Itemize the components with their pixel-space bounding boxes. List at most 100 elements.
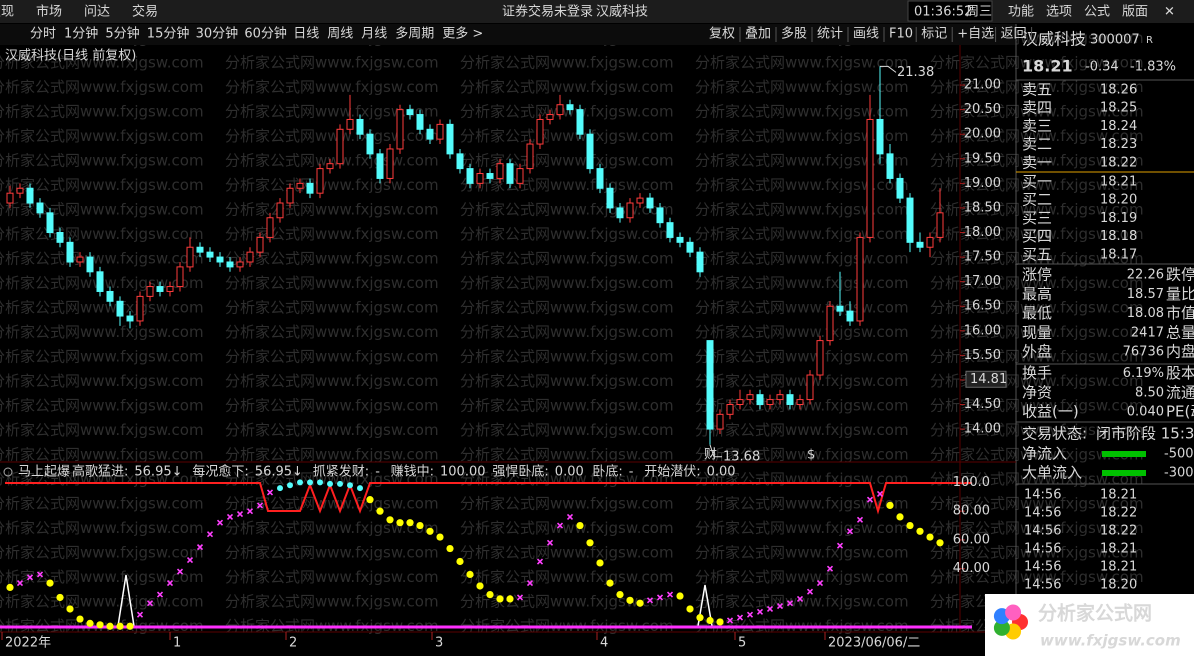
watermark-text: 分析家公式网www.fxjgsw.com xyxy=(460,127,674,145)
watermark-text: 分析家公式网www.fxjgsw.com xyxy=(930,397,1144,415)
candle-body xyxy=(516,168,524,184)
indicator-chart: 马上起爆 高歌猛进: 56.95↓ 每况愈下: 56.95↓ 抓紧发财: - 赚钱中: 100.… xyxy=(1,464,990,651)
period-tab[interactable]: 日线 xyxy=(293,27,319,42)
max-label: 21.38 xyxy=(897,65,934,80)
menu-item[interactable]: 功能 xyxy=(1008,5,1034,20)
menu-item[interactable]: 选项 xyxy=(1046,5,1072,20)
watermark-text: 分析家公式网www.fxjgsw.com xyxy=(0,103,204,121)
watermark-text: 分析家公式网www.fxjgsw.com xyxy=(225,519,439,537)
watermark-text: 分析家公式网www.fxjgsw.com xyxy=(225,495,439,513)
ask-price: 18.26 xyxy=(1100,83,1137,98)
x-tick-label: 5 xyxy=(738,636,746,651)
period-tab[interactable]: 更多 > xyxy=(442,26,483,42)
indicator-point xyxy=(426,527,434,535)
tick-time: 14:56 xyxy=(1024,578,1061,593)
y-tick-label: 18.00 xyxy=(964,225,1001,240)
candle-body xyxy=(396,109,404,150)
indicator-value: 56.95↓ xyxy=(255,465,303,480)
tool-button[interactable]: 叠加 xyxy=(745,27,771,42)
tick-price: 18.22 xyxy=(1100,506,1137,521)
watermark-text: 分析家公式网www.fxjgsw.com xyxy=(930,348,1144,366)
stat-label: 最高 xyxy=(1022,285,1052,303)
bid-price: 18.21 xyxy=(1100,175,1137,190)
tool-button[interactable]: +自选 xyxy=(957,27,994,42)
stat-value: 0.040 xyxy=(1127,405,1164,420)
period-tab[interactable]: 60分钟 xyxy=(244,26,287,42)
candle-body xyxy=(666,222,674,238)
watermark-text: 分析家公式网www.fxjgsw.com xyxy=(930,323,1144,341)
candle-body xyxy=(336,128,344,165)
indicator-point xyxy=(486,590,494,599)
watermark-text: 分析家公式网www.fxjgsw.com xyxy=(225,152,439,170)
watermark-text: 分析家公式网www.fxjgsw.com xyxy=(930,250,1144,268)
indicator-point xyxy=(386,516,394,524)
watermark-text: 分析家公式网www.fxjgsw.com xyxy=(460,372,674,390)
quote-pct: -1.83% xyxy=(1130,60,1176,75)
x-tick-label: 2023/06/06/二 xyxy=(828,636,920,651)
indicator-label: 赚钱中: xyxy=(391,464,434,480)
candle-body xyxy=(526,143,534,170)
main-chart: 21.00 20.50 20.00 19.50 19.00 18.50 18.00 17.50… xyxy=(6,65,1007,464)
menu-item[interactable]: 交易 xyxy=(132,4,158,20)
indicator-point xyxy=(916,527,924,535)
candle-body xyxy=(796,399,804,406)
indicator-point xyxy=(626,596,634,604)
watermark-text: 分析家公式网www.fxjgsw.com xyxy=(0,250,204,268)
menu-item[interactable]: 公式 xyxy=(1084,5,1110,20)
watermark-text: 分析家公式网www.fxjgsw.com xyxy=(0,299,204,317)
tool-button[interactable]: F10 xyxy=(889,27,913,42)
flow-value: -500 xyxy=(1164,447,1194,462)
watermark-text: 分析家公式网www.fxjgsw.com xyxy=(930,225,1144,243)
indicator-point xyxy=(796,595,804,602)
tick-price: 18.21 xyxy=(1100,542,1137,557)
indicator-point xyxy=(307,479,313,486)
period-tab[interactable]: 30分钟 xyxy=(196,26,239,42)
menu-item[interactable]: 市场 xyxy=(36,4,62,20)
indicator-point xyxy=(236,510,244,518)
stock-name: 汉威科技 xyxy=(596,5,648,20)
indicator-point xyxy=(716,618,724,626)
indicator-point xyxy=(706,616,714,625)
menu-item[interactable]: 问达 xyxy=(84,5,110,20)
candle-body xyxy=(186,246,194,268)
period-tab[interactable]: 周线 xyxy=(327,27,353,42)
candle-body xyxy=(456,153,464,170)
indicator-point xyxy=(146,600,154,607)
watermark-text: 分析家公式网www.fxjgsw.com xyxy=(930,495,1144,513)
min-pointer xyxy=(709,444,722,458)
period-tab[interactable]: 5分钟 xyxy=(105,26,139,42)
period-tab[interactable]: 多周期 xyxy=(395,26,434,42)
menu-item[interactable]: 版面 xyxy=(1122,5,1148,20)
indicator-point xyxy=(196,544,204,551)
flow-value: -300 xyxy=(1164,466,1194,481)
tool-button[interactable]: 标记 xyxy=(921,27,947,42)
indicator-point xyxy=(126,622,134,630)
watermark-text: 分析家公式网www.fxjgsw.com xyxy=(695,127,909,145)
watermark-text: 分析家公式网www.fxjgsw.com xyxy=(930,274,1144,292)
indicator-label: 高歌猛进: xyxy=(72,464,128,480)
candle-body xyxy=(936,212,944,238)
tool-button[interactable]: 多股 xyxy=(781,26,807,42)
period-tab[interactable]: 1分钟 xyxy=(64,26,98,42)
tool-button[interactable]: 统计 xyxy=(817,27,843,42)
watermark-text: 分析家公式网www.fxjgsw.com xyxy=(695,446,909,464)
period-tab[interactable]: 月线 xyxy=(361,27,387,42)
y-tick-label: 18.50 xyxy=(964,200,1001,215)
menu-item[interactable]: 发现 xyxy=(0,4,14,20)
tool-button[interactable]: 返回 xyxy=(1001,27,1027,42)
logo-petal xyxy=(1005,604,1022,621)
status-value: 闭市阶段 15:3 xyxy=(1096,425,1194,443)
period-tab[interactable]: 15分钟 xyxy=(147,26,190,42)
weekday: 周三 xyxy=(966,5,992,20)
tick-price: 18.20 xyxy=(1100,578,1137,593)
indicator-label: 强悍卧底: xyxy=(492,464,548,480)
tool-button[interactable]: 复权 xyxy=(709,26,735,42)
bid-label: 买二 xyxy=(1022,191,1052,209)
indicator-point xyxy=(156,591,164,598)
logo-text: 分析家公式网 xyxy=(1038,602,1152,625)
stat-value: 2417 xyxy=(1131,325,1164,340)
tool-button[interactable]: 画线 xyxy=(853,27,879,42)
candle-body xyxy=(326,163,334,170)
period-tab[interactable]: 分时 xyxy=(30,27,56,42)
login-status: 证券交易未登录 xyxy=(502,4,593,20)
